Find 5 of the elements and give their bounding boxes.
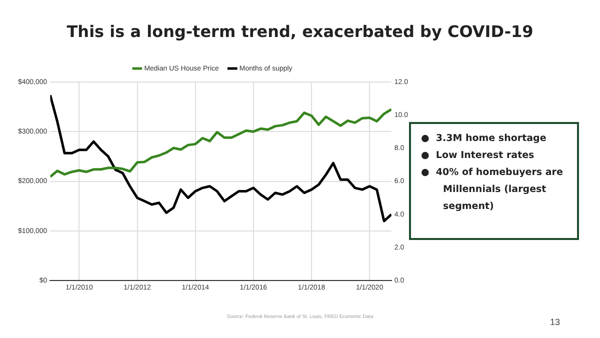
text: 13 [550, 317, 560, 327]
text: ● Low Interest rates [421, 149, 536, 163]
text: ● 40% of homebuyers are Millennials (largest segment) [421, 166, 564, 214]
chart-title: This is a long-term trend, exacerbated by COVID-19 [66, 22, 534, 41]
text: ● 3.3M home shortage [421, 132, 548, 146]
